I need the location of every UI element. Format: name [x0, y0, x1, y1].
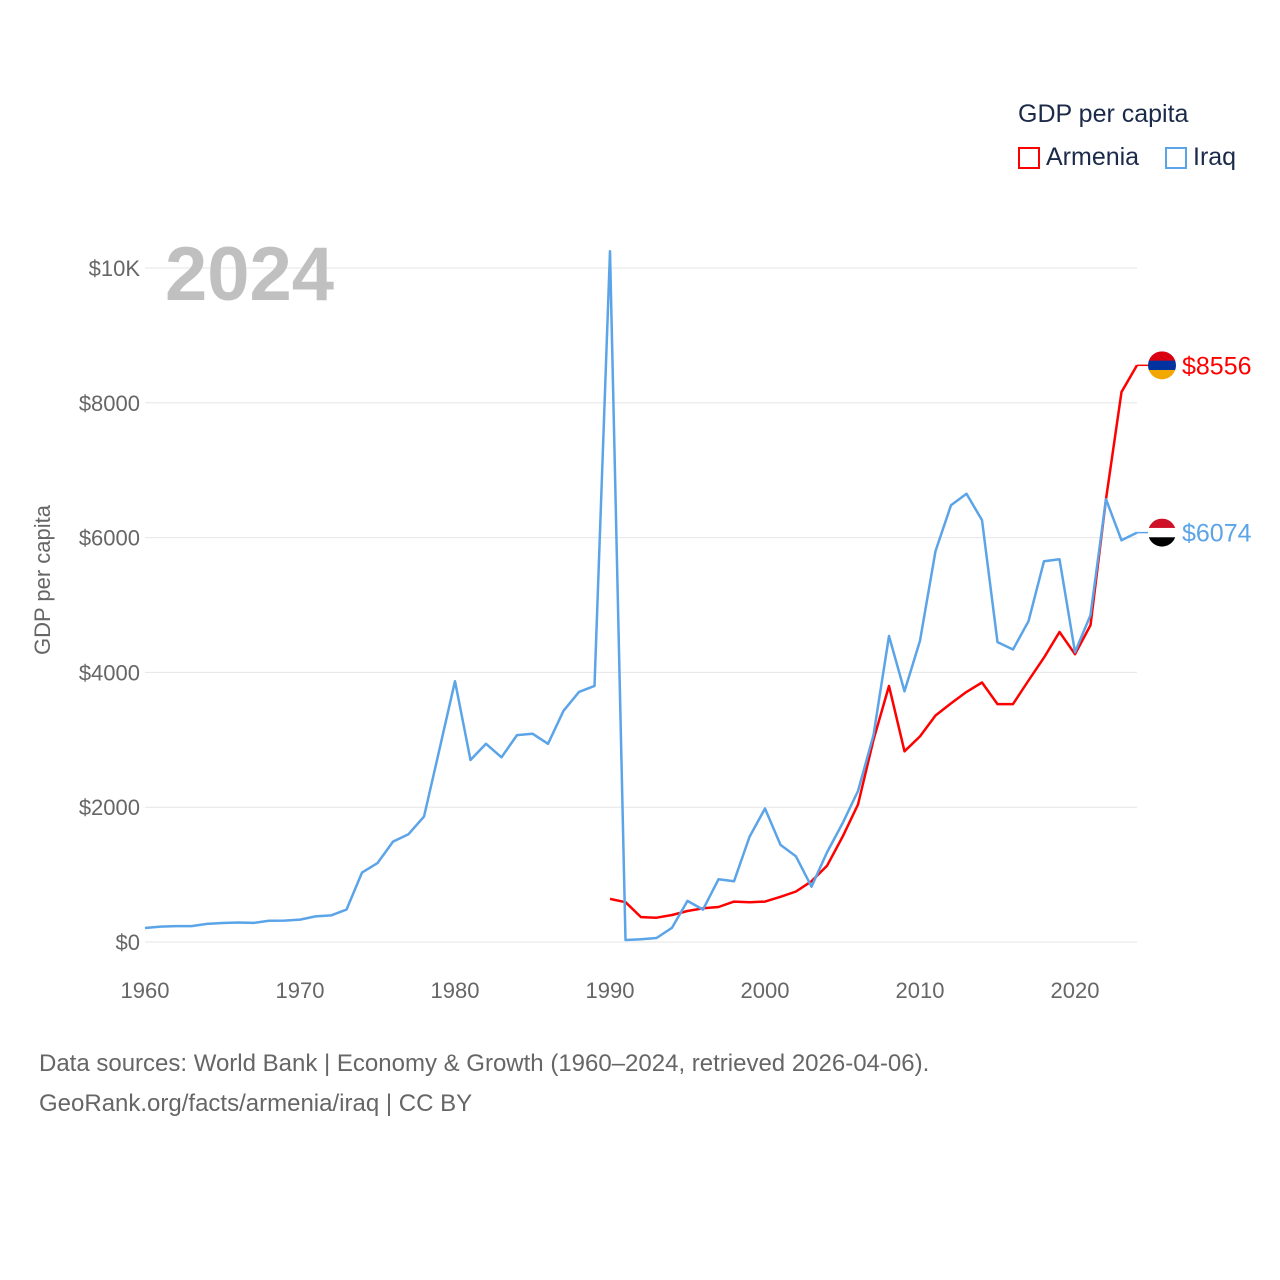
legend-item-armenia[interactable]: Armenia	[1018, 143, 1139, 172]
series-line-armenia[interactable]	[609, 364, 1139, 919]
legend-title: GDP per capita	[1018, 100, 1189, 128]
legend-item-iraq[interactable]: Iraq	[1165, 143, 1236, 172]
legend-swatch-iraq	[1165, 146, 1187, 169]
legend-swatch-armenia	[1018, 146, 1040, 169]
flag-icon-armenia	[1148, 351, 1176, 380]
y-tick-label: $10K	[89, 256, 141, 281]
x-tick-label: 1960	[121, 978, 170, 1003]
year-watermark: 2024	[165, 232, 334, 317]
x-tick-label: 2010	[896, 978, 945, 1003]
flag-icon-iraq	[1148, 518, 1176, 547]
legend-label: Iraq	[1193, 143, 1237, 171]
x-tick-label: 1970	[276, 978, 325, 1003]
y-axis-label: GDP per capita	[30, 504, 55, 655]
source-line-1: Data sources: World Bank | Economy & Gro…	[39, 1050, 930, 1077]
y-tick-label: $0	[116, 930, 140, 955]
series-line-iraq[interactable]	[144, 249, 1138, 942]
y-tick-label: $8000	[79, 391, 140, 416]
source-note: Data sources: World Bank | Economy & Gro…	[39, 1044, 929, 1124]
y-tick-label: $6000	[79, 526, 140, 551]
x-tick-label: 2020	[1051, 978, 1100, 1003]
x-tick-label: 2000	[741, 978, 790, 1003]
end-value-label: $6074	[1182, 520, 1252, 548]
source-line-2[interactable]: GeoRank.org/facts/armenia/iraq | CC BY	[39, 1090, 473, 1117]
x-tick-label: 1980	[431, 978, 480, 1003]
end-value-label: $8556	[1182, 352, 1252, 380]
y-tick-label: $2000	[79, 795, 140, 820]
legend-label: Armenia	[1046, 143, 1140, 171]
x-tick-label: 1990	[586, 978, 635, 1003]
y-tick-label: $4000	[79, 660, 140, 685]
